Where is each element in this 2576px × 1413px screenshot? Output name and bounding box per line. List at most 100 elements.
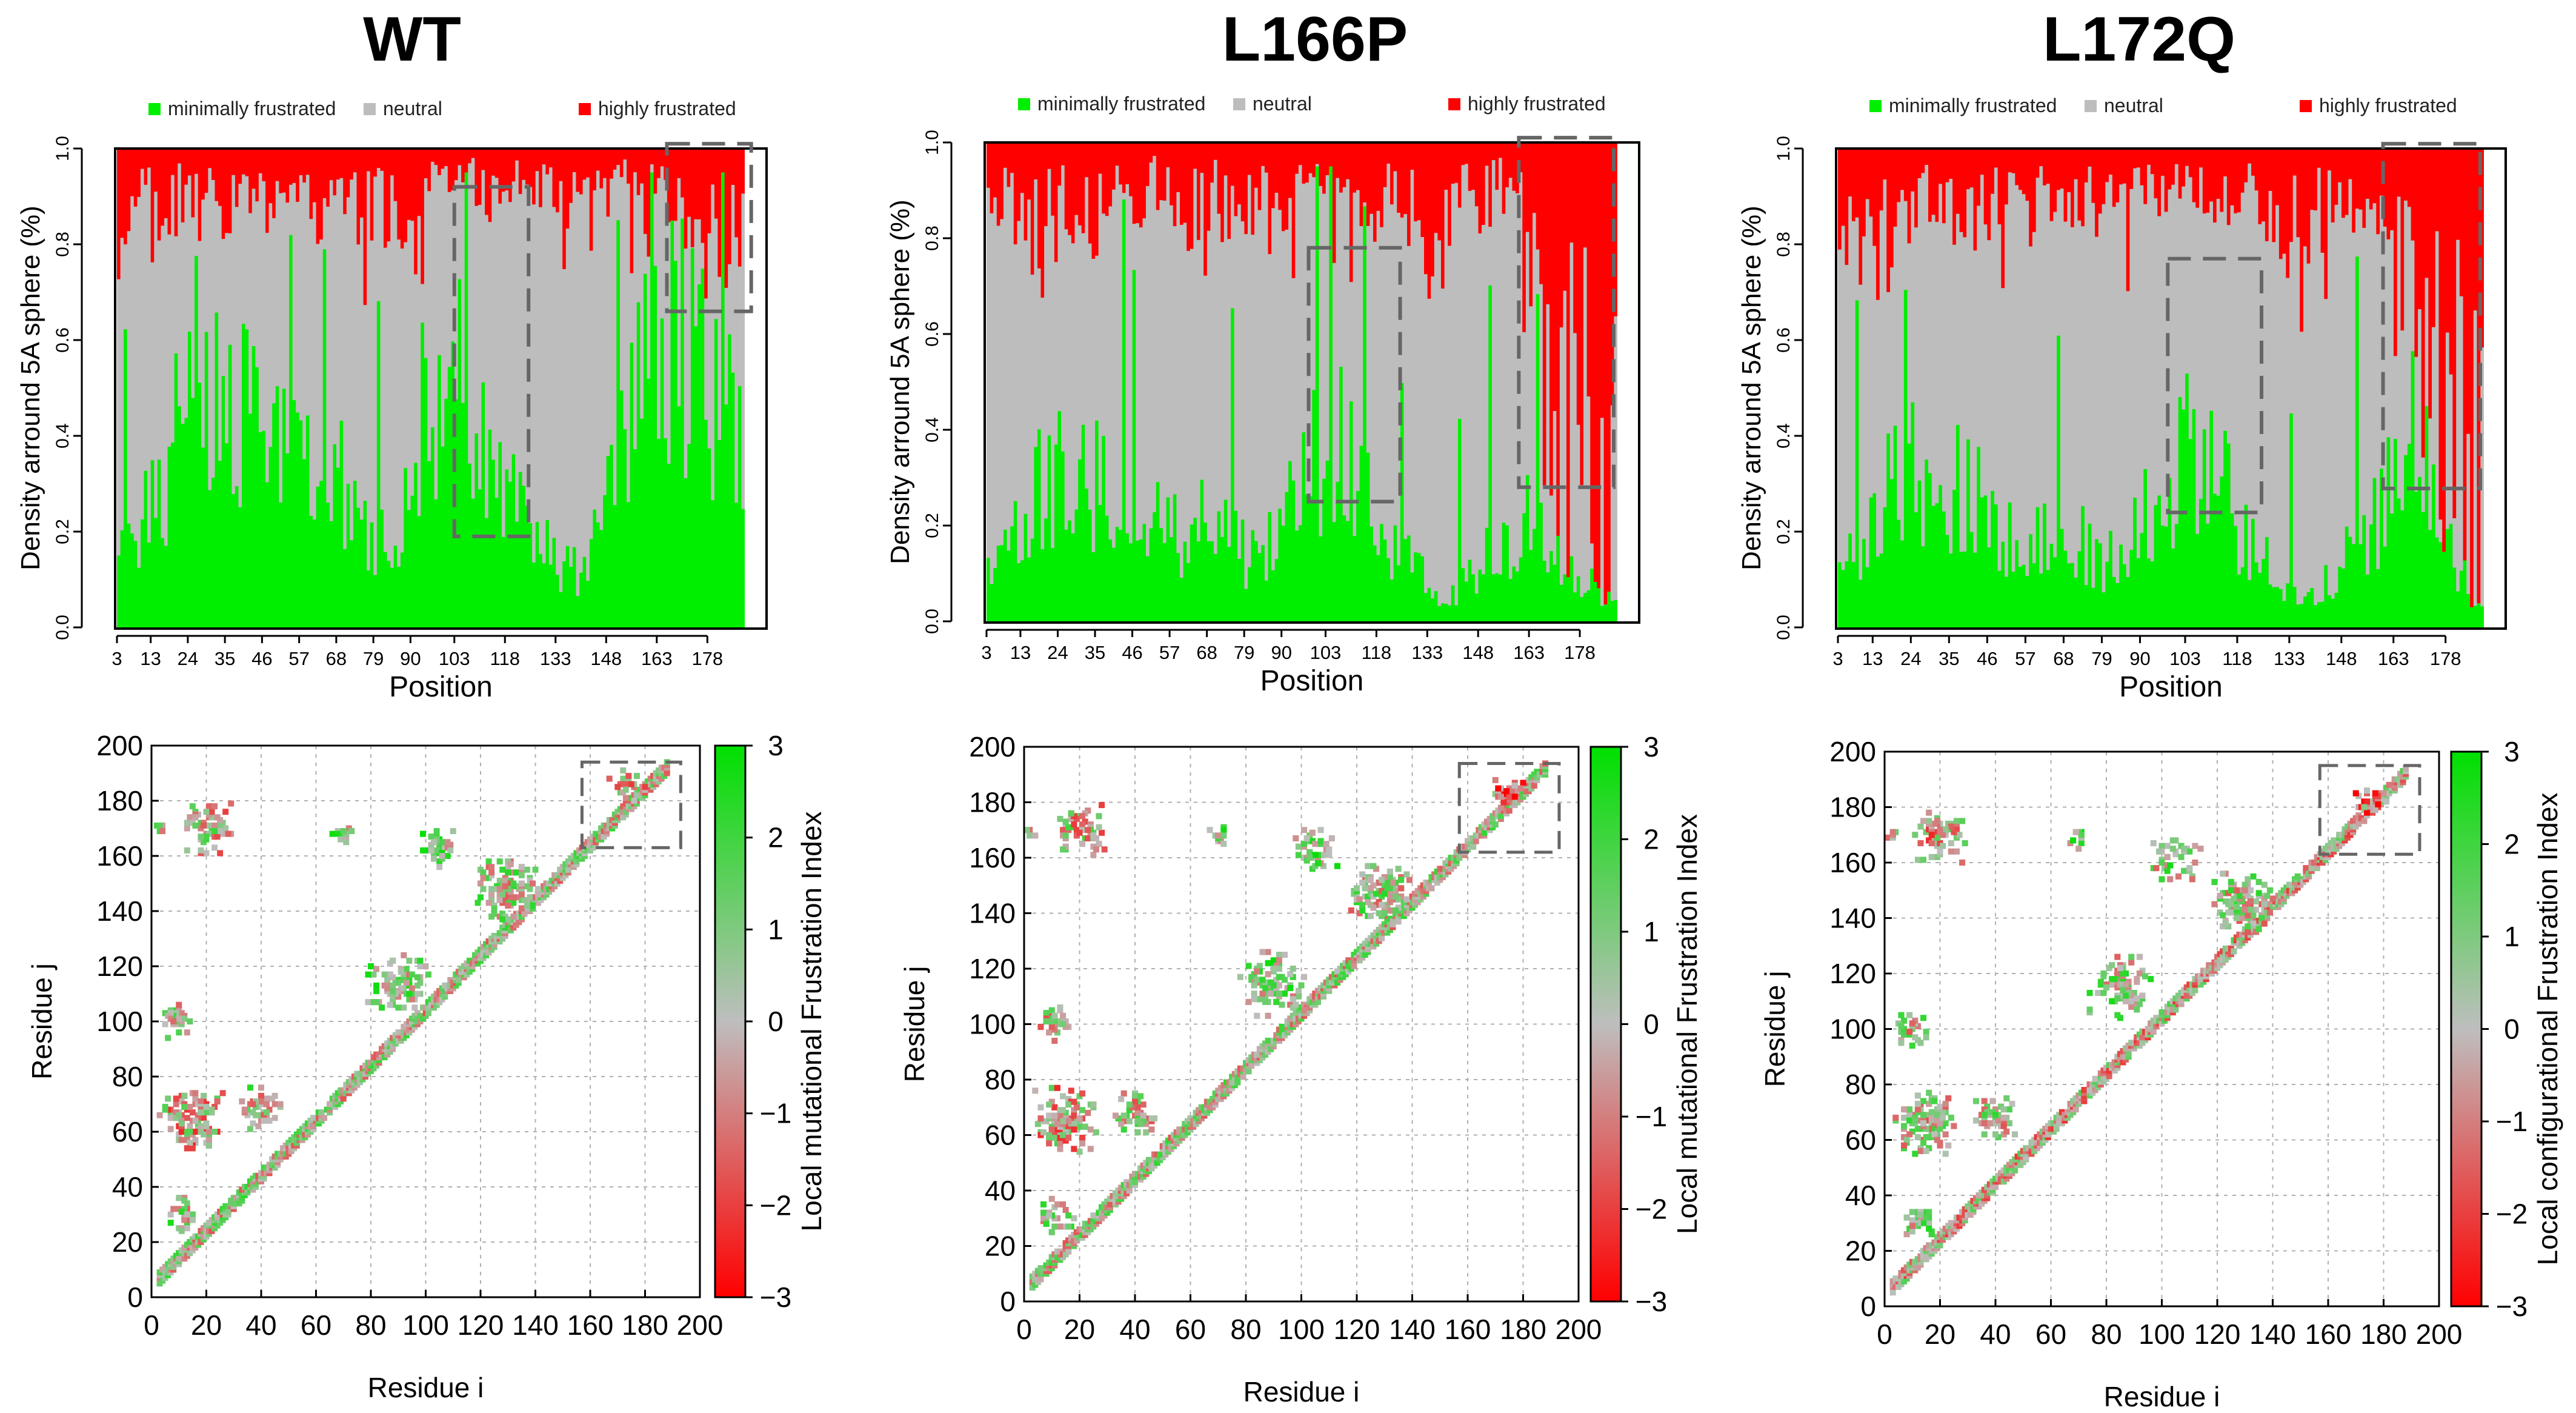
- contact-cell: [2255, 926, 2262, 932]
- contact-cell: [211, 828, 218, 835]
- contact-cell: [165, 1095, 171, 1102]
- contact-cell: [178, 1128, 185, 1135]
- contact-cell: [1920, 1120, 1927, 1127]
- y-tick-label: 0.8: [1774, 232, 1794, 257]
- contact-cell: [1279, 1024, 1285, 1031]
- contact-cell: [2164, 853, 2171, 860]
- contact-cell: [203, 1109, 210, 1116]
- contact-cell: [230, 1200, 237, 1207]
- contact-cell: [203, 833, 210, 840]
- contact-cell: [1060, 1021, 1067, 1027]
- colorbar-gradient: [1589, 746, 1622, 1303]
- contact-cell: [2128, 954, 2135, 960]
- colorbar-tick-label: 2: [1643, 824, 1659, 855]
- contact-cell: [1076, 1123, 1083, 1130]
- contact-cell: [633, 792, 640, 798]
- contact-cell: [1384, 885, 1391, 892]
- contact-cell: [425, 971, 432, 978]
- contact-cell: [184, 1115, 190, 1121]
- contact-cell: [334, 830, 341, 837]
- y-tick-label: 160: [96, 840, 143, 872]
- contact-cell: [1906, 1112, 1913, 1118]
- contact-cell: [1215, 832, 1222, 839]
- contact-cell: [1900, 1114, 1908, 1121]
- contact-cell: [250, 1101, 256, 1107]
- contact-cell: [622, 781, 629, 787]
- contact-cell: [2192, 859, 2198, 866]
- contact-cell: [1506, 793, 1513, 800]
- contact-cell: [217, 822, 224, 829]
- contact-cell: [198, 847, 204, 853]
- contact-map-panel-1: 0 20 40 60 80 100 120 140 160 180 2000204060801001…: [899, 731, 1703, 1408]
- contact-cell: [510, 894, 517, 901]
- x-tick-label: 90: [1271, 642, 1291, 663]
- contact-cell: [1282, 952, 1288, 958]
- contact-cell: [1309, 829, 1316, 836]
- x-tick-label: 20: [1925, 1318, 1955, 1350]
- contact-cell: [211, 844, 218, 851]
- contact-cell: [2075, 846, 2082, 852]
- legend-label-0: minimally frustrated: [1889, 95, 2057, 116]
- x-axis-title: Residue i: [368, 1372, 484, 1403]
- x-tick-label: 57: [288, 648, 309, 669]
- contact-cell: [622, 786, 629, 793]
- x-tick-label: 13: [1862, 648, 1883, 669]
- contact-cell: [2242, 881, 2248, 888]
- contact-cell: [1928, 840, 1935, 847]
- contact-cell: [2228, 901, 2234, 907]
- contact-cell: [165, 1035, 171, 1041]
- contact-cell: [518, 905, 525, 912]
- y-tick-label: 160: [1829, 847, 1876, 878]
- contact-cell: [2009, 1100, 2015, 1107]
- contact-cell: [189, 1145, 196, 1152]
- contact-cell: [2125, 1051, 2132, 1057]
- contact-cell: [1245, 998, 1252, 1005]
- contact-cell: [2155, 848, 2162, 855]
- contact-cell: [1093, 1129, 1099, 1135]
- contact-cell: [2000, 1123, 2007, 1129]
- highlight-box-0: [1306, 246, 1402, 504]
- contact-cell: [2158, 1009, 2165, 1016]
- x-tick-label: 178: [691, 648, 723, 669]
- contact-cell: [1317, 827, 1324, 833]
- contact-cell: [2003, 1095, 2010, 1101]
- contact-cell: [203, 850, 210, 857]
- contact-cell: [1254, 968, 1260, 975]
- contact-cell: [1912, 832, 1919, 838]
- contact-cell: [1334, 863, 1341, 869]
- contact-cell: [1353, 885, 1360, 892]
- contact-cell: [1948, 823, 1954, 830]
- contact-cell: [1909, 1020, 1915, 1027]
- contact-cell: [1926, 809, 1932, 816]
- contact-cell: [1279, 1001, 1285, 1008]
- contact-cell: [502, 883, 508, 890]
- series-minimally-frustrated: [117, 172, 745, 627]
- x-tick-label: 133: [540, 648, 571, 669]
- contact-cell: [633, 773, 640, 780]
- contact-cell: [206, 803, 213, 810]
- contact-cell: [1492, 777, 1499, 783]
- colorbar-tick-label: −2: [1636, 1194, 1667, 1225]
- contact-cell: [1359, 901, 1366, 908]
- contact-cell: [1140, 1112, 1147, 1119]
- contact-cell: [1928, 853, 1935, 860]
- contact-cell: [1370, 904, 1377, 911]
- y-tick-label: 0.4: [922, 417, 942, 443]
- contact-cell: [1037, 1024, 1044, 1031]
- y-tick-label: 20: [985, 1231, 1016, 1262]
- x-tick-label: 46: [1122, 642, 1142, 663]
- contact-cell: [527, 894, 533, 901]
- contact-cell: [1051, 1012, 1058, 1019]
- contact-cell: [499, 891, 506, 898]
- contact-cell: [408, 985, 415, 992]
- contact-cell: [1926, 1225, 1932, 1232]
- highlight-box-1: [1517, 136, 1616, 489]
- plot-frame: [983, 141, 1640, 624]
- contact-cell: [1497, 804, 1504, 811]
- contact-cell: [431, 839, 438, 846]
- contact-cell: [1137, 1093, 1144, 1100]
- contact-cell: [1276, 990, 1282, 997]
- contact-cell: [1981, 1131, 1988, 1138]
- y-tick-label: 0.2: [53, 519, 73, 544]
- contact-cell: [1920, 818, 1927, 824]
